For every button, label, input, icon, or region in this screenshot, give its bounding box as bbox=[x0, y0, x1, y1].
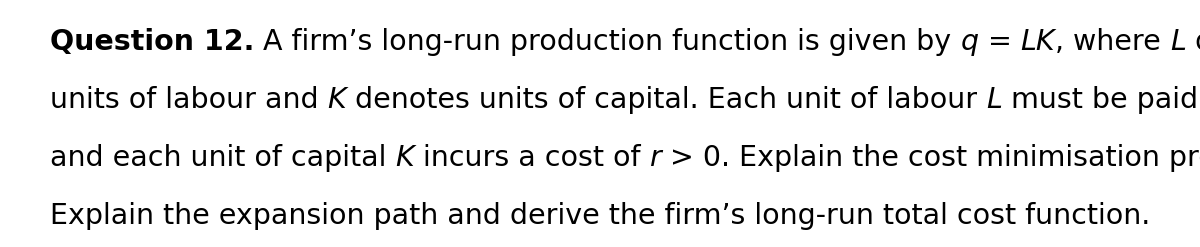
Text: must be paid: must be paid bbox=[1002, 86, 1200, 114]
Text: units of labour and: units of labour and bbox=[50, 86, 328, 114]
Text: A firm’s long-run production function is given by: A firm’s long-run production function is… bbox=[254, 28, 960, 56]
Text: L: L bbox=[1170, 28, 1186, 56]
Text: Explain the expansion path and derive the firm’s long-run total cost function.: Explain the expansion path and derive th… bbox=[50, 202, 1151, 230]
Text: K: K bbox=[328, 86, 347, 114]
Text: denotes: denotes bbox=[1186, 28, 1200, 56]
Text: denotes units of capital. Each unit of labour: denotes units of capital. Each unit of l… bbox=[347, 86, 986, 114]
Text: L: L bbox=[986, 86, 1002, 114]
Text: K: K bbox=[395, 144, 414, 172]
Text: , where: , where bbox=[1055, 28, 1170, 56]
Text: =: = bbox=[979, 28, 1020, 56]
Text: and each unit of capital: and each unit of capital bbox=[50, 144, 395, 172]
Text: q: q bbox=[960, 28, 979, 56]
Text: Question 12.: Question 12. bbox=[50, 28, 254, 56]
Text: incurs a cost of: incurs a cost of bbox=[414, 144, 649, 172]
Text: r: r bbox=[649, 144, 661, 172]
Text: LK: LK bbox=[1020, 28, 1055, 56]
Text: > 0. Explain the cost minimisation problem.: > 0. Explain the cost minimisation probl… bbox=[661, 144, 1200, 172]
